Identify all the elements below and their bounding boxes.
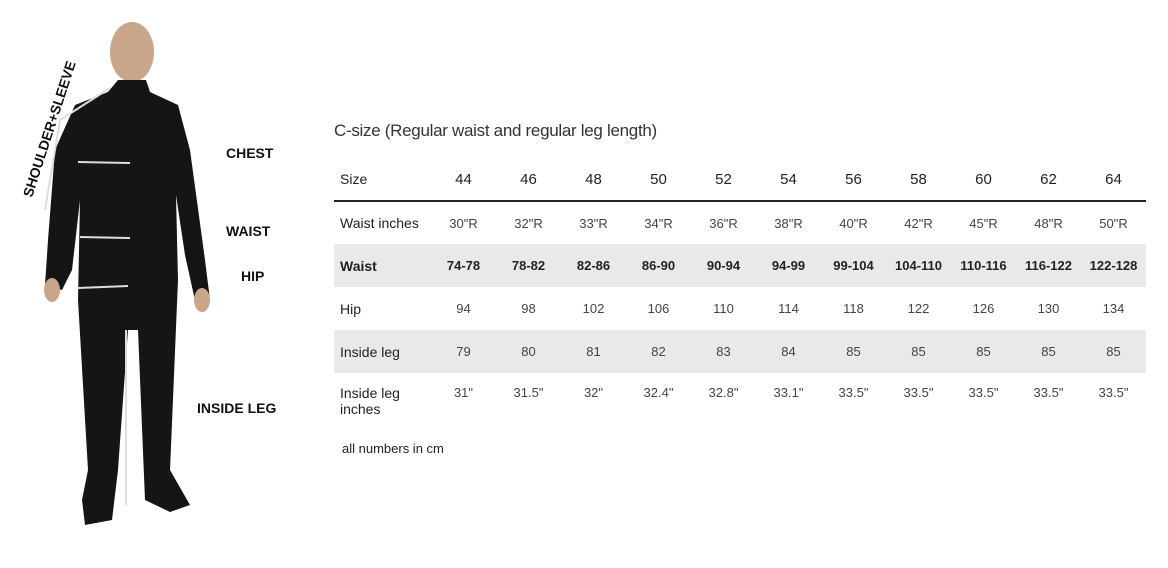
cell: 99-104 xyxy=(833,258,874,273)
cell: 33.1" xyxy=(773,385,804,400)
header-cell: 60 xyxy=(951,158,1016,202)
header-cell: 54 xyxy=(756,158,821,202)
header-row: Size 44 46 48 50 52 54 56 58 60 62 64 xyxy=(334,158,1146,202)
cell: 134 xyxy=(1102,301,1125,316)
inside-leg-label: INSIDE LEG xyxy=(197,400,276,416)
table-row: Waist 74-78 78-82 82-86 86-90 90-94 94-99 99-10… xyxy=(334,244,1146,287)
header-cell: 64 xyxy=(1081,158,1146,202)
cell: 36"R xyxy=(709,215,738,231)
cell: 33.5" xyxy=(903,385,934,400)
table-row: Inside leg 79 80 81 82 83 84 85 85 85 85 85 xyxy=(334,330,1146,373)
cell: 98 xyxy=(521,301,536,316)
cell: 86-90 xyxy=(641,258,676,273)
body-silhouette xyxy=(44,22,210,525)
cell: 48"R xyxy=(1034,215,1063,231)
cell: 32.4" xyxy=(643,385,674,400)
table-row: Inside leg inches 31" 31.5" 32" 32.4" 32.8" 33… xyxy=(334,373,1146,429)
cell: 33"R xyxy=(579,215,608,231)
cell: 31.5" xyxy=(513,385,544,400)
cell: 114 xyxy=(778,301,799,316)
cell: 42"R xyxy=(904,215,933,231)
header-cell: 48 xyxy=(561,158,626,202)
table-body: Waist inches 30"R 32"R 33"R 34"R 36"R 38"R 40"R… xyxy=(334,201,1146,429)
cell: 81 xyxy=(586,344,601,359)
cell: 85 xyxy=(846,344,861,359)
cell: 110-116 xyxy=(960,258,1007,273)
cell: 33.5" xyxy=(968,385,999,400)
size-table: Size 44 46 48 50 52 54 56 58 60 62 64 Waist inches 3… xyxy=(334,158,1146,429)
hip-label: HIP xyxy=(241,268,264,284)
cell: 126 xyxy=(972,301,995,316)
header-cell: 56 xyxy=(821,158,886,202)
table-header: Size 44 46 48 50 52 54 56 58 60 62 64 xyxy=(334,158,1146,202)
cell: 110 xyxy=(713,301,734,316)
header-cell: 50 xyxy=(626,158,691,202)
cell: 118 xyxy=(843,301,864,316)
cell: 116-122 xyxy=(1025,258,1072,273)
header-cell: 52 xyxy=(691,158,756,202)
cell: 74-78 xyxy=(446,258,481,273)
cell: 94-99 xyxy=(771,258,806,273)
cell: 102 xyxy=(582,301,605,316)
cell: 31" xyxy=(453,385,474,400)
cell: 82-86 xyxy=(576,258,611,273)
cell: 85 xyxy=(976,344,991,359)
cell: 38"R xyxy=(774,215,803,231)
cell: 104-110 xyxy=(895,258,942,273)
header-cell: 58 xyxy=(886,158,951,202)
cell: 130 xyxy=(1037,301,1060,316)
cell: 90-94 xyxy=(706,258,741,273)
chest-label: CHEST xyxy=(226,145,274,161)
cell: 45"R xyxy=(969,215,998,231)
figure: SHOULDER+SLEEVE CHEST WAIST HIP INSIDE L… xyxy=(20,22,276,525)
cell: 32"R xyxy=(514,215,543,231)
cell: 85 xyxy=(1041,344,1056,359)
cell: 83 xyxy=(716,344,731,359)
header-cell: Size xyxy=(334,158,431,202)
cell: 79 xyxy=(456,344,471,359)
row-label: Inside leg xyxy=(340,343,400,360)
row-label: Hip xyxy=(340,300,362,317)
cell: 122-128 xyxy=(1089,258,1138,273)
row-label: Waist inches xyxy=(340,215,419,231)
note: all numbers in cm xyxy=(342,441,444,456)
cell: 84 xyxy=(781,344,796,359)
cell: 34"R xyxy=(644,215,673,231)
cell: 32.8" xyxy=(708,385,739,400)
table-row: Hip 94 98 102 106 110 114 118 122 126 130 134 xyxy=(334,287,1146,330)
row-label: Waist xyxy=(340,257,377,274)
cell: 50"R xyxy=(1099,215,1128,231)
cell: 78-82 xyxy=(511,258,546,273)
waist-label: WAIST xyxy=(226,223,271,239)
row-label: Inside leg inches xyxy=(340,385,400,417)
cell: 106 xyxy=(647,301,670,316)
measure-lines xyxy=(44,87,131,505)
header-cell: 46 xyxy=(496,158,561,202)
cell: 33.5" xyxy=(838,385,869,400)
table-row: Waist inches 30"R 32"R 33"R 34"R 36"R 38"R 40"R… xyxy=(334,201,1146,244)
cell: 122 xyxy=(907,301,930,316)
cell: 85 xyxy=(1106,344,1121,359)
header-cell: 44 xyxy=(431,158,496,202)
cell: 80 xyxy=(521,344,536,359)
cell: 94 xyxy=(456,301,471,316)
table-title: C-size (Regular waist and regular leg le… xyxy=(334,121,657,140)
cell: 30"R xyxy=(449,215,478,231)
cell: 85 xyxy=(911,344,926,359)
header-cell: 62 xyxy=(1016,158,1081,202)
cell: 82 xyxy=(651,344,666,359)
cell: 32" xyxy=(583,385,604,400)
cell: 40"R xyxy=(839,215,868,231)
cell: 33.5" xyxy=(1033,385,1064,400)
cell: 33.5" xyxy=(1098,385,1129,400)
